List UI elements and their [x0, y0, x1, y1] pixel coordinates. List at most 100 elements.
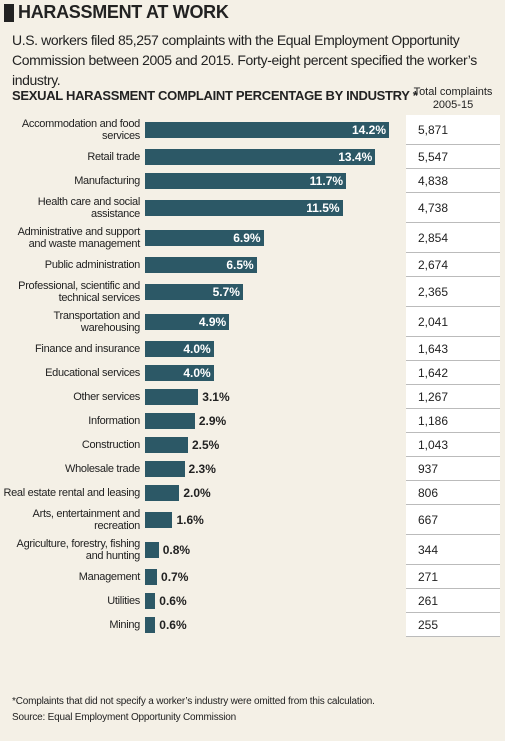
bar	[145, 542, 159, 558]
value-label: 0.6%	[159, 618, 187, 632]
bar	[145, 122, 389, 138]
category-label: Administrative and support and waste man…	[17, 226, 141, 250]
category-label: Information	[88, 415, 140, 427]
row: Mining 0.6% 255	[0, 613, 505, 637]
bar-cell: 2.0%	[145, 481, 403, 505]
total-complaints: 2,365	[406, 277, 500, 307]
value-label: 1.6%	[176, 513, 204, 527]
bar-cell: 4.0%	[145, 361, 403, 385]
value-label: 2.5%	[191, 438, 220, 452]
total-complaints: 261	[406, 589, 500, 613]
category-label: Professional, scientific and technical s…	[18, 280, 140, 304]
row: Arts, entertainment and recreation 1.6% 66…	[0, 505, 505, 535]
row: Health care and social assistance 11.5% 4,…	[0, 193, 505, 223]
category-label: Mining	[109, 619, 140, 631]
bar-cell: 0.8%	[145, 535, 403, 565]
bar-cell: 3.1%	[145, 385, 403, 409]
bar-cell: 11.5%	[145, 193, 403, 223]
totals-header: Total complaints 2005-15	[413, 86, 493, 111]
total-complaints: 667	[406, 505, 500, 535]
row: Manufacturing 11.7% 4,838	[0, 169, 505, 193]
value-label: 11.7%	[309, 174, 344, 188]
category-label: Retail trade	[87, 151, 140, 163]
row: Finance and insurance 4.0% 1,643	[0, 337, 505, 361]
row: Information 2.9% 1,186	[0, 409, 505, 433]
value-label: 5.7%	[212, 285, 240, 299]
bar	[145, 149, 376, 165]
bar	[145, 341, 214, 357]
bar-cell: 2.9%	[145, 409, 403, 433]
bar	[145, 569, 158, 585]
bar-cell: 14.2%	[145, 115, 403, 145]
bar	[145, 617, 156, 633]
value-label: 4.0%	[183, 342, 211, 356]
total-complaints: 2,674	[406, 253, 500, 277]
row: Other services 3.1% 1,267	[0, 385, 505, 409]
total-complaints: 1,642	[406, 361, 500, 385]
bar-cell: 5.7%	[145, 277, 403, 307]
total-complaints: 344	[406, 535, 500, 565]
bar	[145, 314, 230, 330]
value-label: 4.0%	[183, 366, 211, 380]
category-label: Arts, entertainment and recreation	[32, 508, 141, 532]
value-label: 0.7%	[161, 570, 189, 584]
total-complaints: 1,186	[406, 409, 500, 433]
bar-chart-title: SEXUAL HARASSMENT COMPLAINT PERCENTAGE B…	[12, 88, 418, 103]
value-label: 0.6%	[159, 594, 187, 608]
total-complaints: 5,547	[406, 145, 500, 169]
bar-cell: 0.7%	[145, 565, 403, 589]
category-label: Real estate rental and leasing	[3, 487, 140, 499]
value-label: 2.0%	[183, 486, 211, 500]
bar	[145, 485, 180, 501]
bar-cell: 1.6%	[145, 505, 403, 535]
category-label: Management	[78, 571, 141, 583]
rows: Accommodation and food services 14.2% 5,87…	[0, 115, 505, 637]
bar-cell: 4.9%	[145, 307, 403, 337]
value-label: 13.4%	[338, 150, 373, 164]
bar-cell: 6.5%	[145, 253, 403, 277]
bar-cell: 4.0%	[145, 337, 403, 361]
bar	[145, 512, 173, 528]
total-complaints: 1,643	[406, 337, 500, 361]
category-label: Health care and social assistance	[37, 196, 141, 220]
row: Public administration 6.5% 2,674	[0, 253, 505, 277]
bar-cell: 0.6%	[145, 613, 403, 637]
bar-cell: 6.9%	[145, 223, 403, 253]
row: Construction 2.5% 1,043	[0, 433, 505, 457]
bar	[145, 200, 343, 216]
row: Management 0.7% 271	[0, 565, 505, 589]
category-label: Transportation and warehousing	[53, 310, 140, 334]
total-complaints: 1,043	[406, 433, 500, 457]
chart-title: HARASSMENT AT WORK	[18, 2, 229, 22]
source: Source: Equal Employment Opportunity Com…	[12, 712, 237, 723]
bar-cell: 2.5%	[145, 433, 403, 457]
total-complaints: 806	[406, 481, 500, 505]
row: Real estate rental and leasing 2.0% 806	[0, 481, 505, 505]
bar	[145, 461, 185, 477]
bar-cell: 11.7%	[145, 169, 403, 193]
bar	[145, 230, 264, 246]
total-complaints: 5,871	[406, 115, 500, 145]
value-label: 0.8%	[162, 543, 191, 557]
category-label: Accommodation and food services	[21, 118, 140, 142]
subtitle: U.S. workers filed 85,257 complaints wit…	[12, 32, 477, 88]
title-bar: HARASSMENT AT WORK	[4, 2, 229, 23]
bar	[145, 257, 257, 273]
value-label: 14.2%	[351, 123, 386, 137]
category-label: Agriculture, forestry, fishing and hunti…	[16, 538, 141, 562]
value-label: 2.9%	[198, 414, 227, 428]
category-label: Wholesale trade	[65, 463, 140, 475]
total-complaints: 4,838	[406, 169, 500, 193]
bar	[145, 365, 214, 381]
row: Transportation and warehousing 4.9% 2,041	[0, 307, 505, 337]
category-label: Construction	[81, 439, 140, 451]
category-label: Other services	[73, 391, 140, 403]
row: Agriculture, forestry, fishing and hunti…	[0, 535, 505, 565]
value-label: 4.9%	[198, 315, 227, 329]
total-complaints: 2,041	[406, 307, 500, 337]
bar-cell: 0.6%	[145, 589, 403, 613]
row: Accommodation and food services 14.2% 5,87…	[0, 115, 505, 145]
total-complaints: 937	[406, 457, 500, 481]
total-complaints: 271	[406, 565, 500, 589]
